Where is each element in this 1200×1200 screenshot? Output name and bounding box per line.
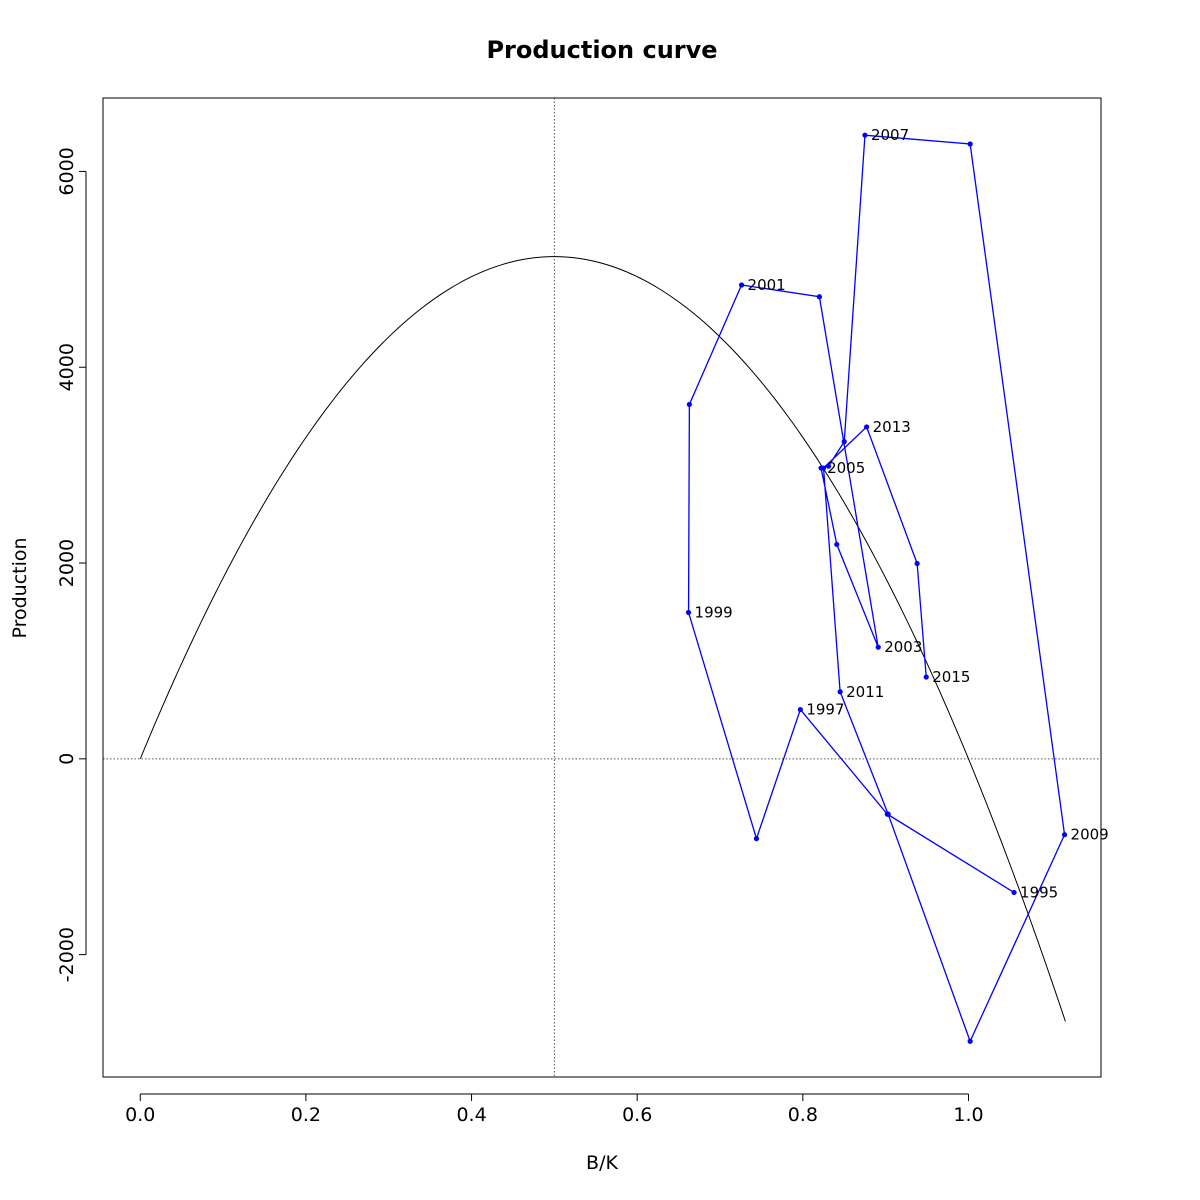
observed-point bbox=[738, 282, 745, 288]
year-label: 2005 bbox=[827, 459, 865, 477]
plot-area: 1995 1997 1999 2001 2003 2005 2007 2009 2011 2013… bbox=[103, 98, 1109, 1077]
year-label: 1997 bbox=[806, 701, 844, 719]
observed-point bbox=[914, 560, 920, 567]
year-label: 1995 bbox=[1020, 883, 1058, 901]
x-tick-label: 0.4 bbox=[456, 1104, 486, 1126]
observed-point bbox=[797, 706, 803, 713]
production-curve-line bbox=[139, 256, 1066, 1022]
plot-frame bbox=[102, 97, 1102, 1078]
observed-point bbox=[1061, 832, 1068, 838]
observed-point bbox=[875, 644, 881, 650]
year-label: 1999 bbox=[695, 603, 733, 621]
observed-point bbox=[686, 401, 692, 408]
observed-point bbox=[753, 836, 760, 842]
observed-point bbox=[834, 541, 840, 548]
chart-title: Production curve bbox=[486, 36, 717, 64]
year-label: 2007 bbox=[871, 126, 909, 144]
year-label: 2003 bbox=[884, 638, 922, 656]
y-tick-label: 4000 bbox=[56, 343, 78, 391]
y-tick-label: 2000 bbox=[56, 539, 78, 587]
y-tick-label: 6000 bbox=[56, 147, 78, 195]
observed-point bbox=[923, 674, 929, 680]
year-label: 2015 bbox=[932, 668, 970, 686]
observed-point bbox=[820, 465, 827, 471]
observed-point bbox=[825, 463, 832, 469]
x-axis-label: B/K bbox=[586, 1152, 618, 1174]
observed-point bbox=[1011, 889, 1017, 896]
observed-point bbox=[837, 689, 843, 695]
year-label: 2001 bbox=[748, 276, 786, 294]
observed-point bbox=[967, 141, 973, 147]
observed-point bbox=[885, 811, 891, 817]
observed-point bbox=[967, 1038, 973, 1044]
y-tick-label: -2000 bbox=[56, 927, 78, 982]
x-tick-label: 0.6 bbox=[622, 1104, 652, 1126]
x-tick-label: 0.8 bbox=[788, 1104, 818, 1126]
y-tick-label: 0 bbox=[56, 753, 78, 765]
x-tick-label: 0.0 bbox=[125, 1104, 155, 1126]
x-tick-label: 0.2 bbox=[291, 1104, 321, 1126]
year-label: 2011 bbox=[846, 683, 884, 701]
year-label: 2009 bbox=[1071, 826, 1109, 844]
observed-point bbox=[864, 424, 870, 430]
observed-point bbox=[862, 132, 868, 138]
observed-point bbox=[685, 609, 692, 616]
observed-point bbox=[816, 294, 823, 300]
y-axis-label: Production bbox=[9, 537, 31, 638]
year-label: 2013 bbox=[873, 418, 911, 436]
observed-point bbox=[841, 439, 847, 445]
x-tick-label: 1.0 bbox=[953, 1104, 983, 1126]
